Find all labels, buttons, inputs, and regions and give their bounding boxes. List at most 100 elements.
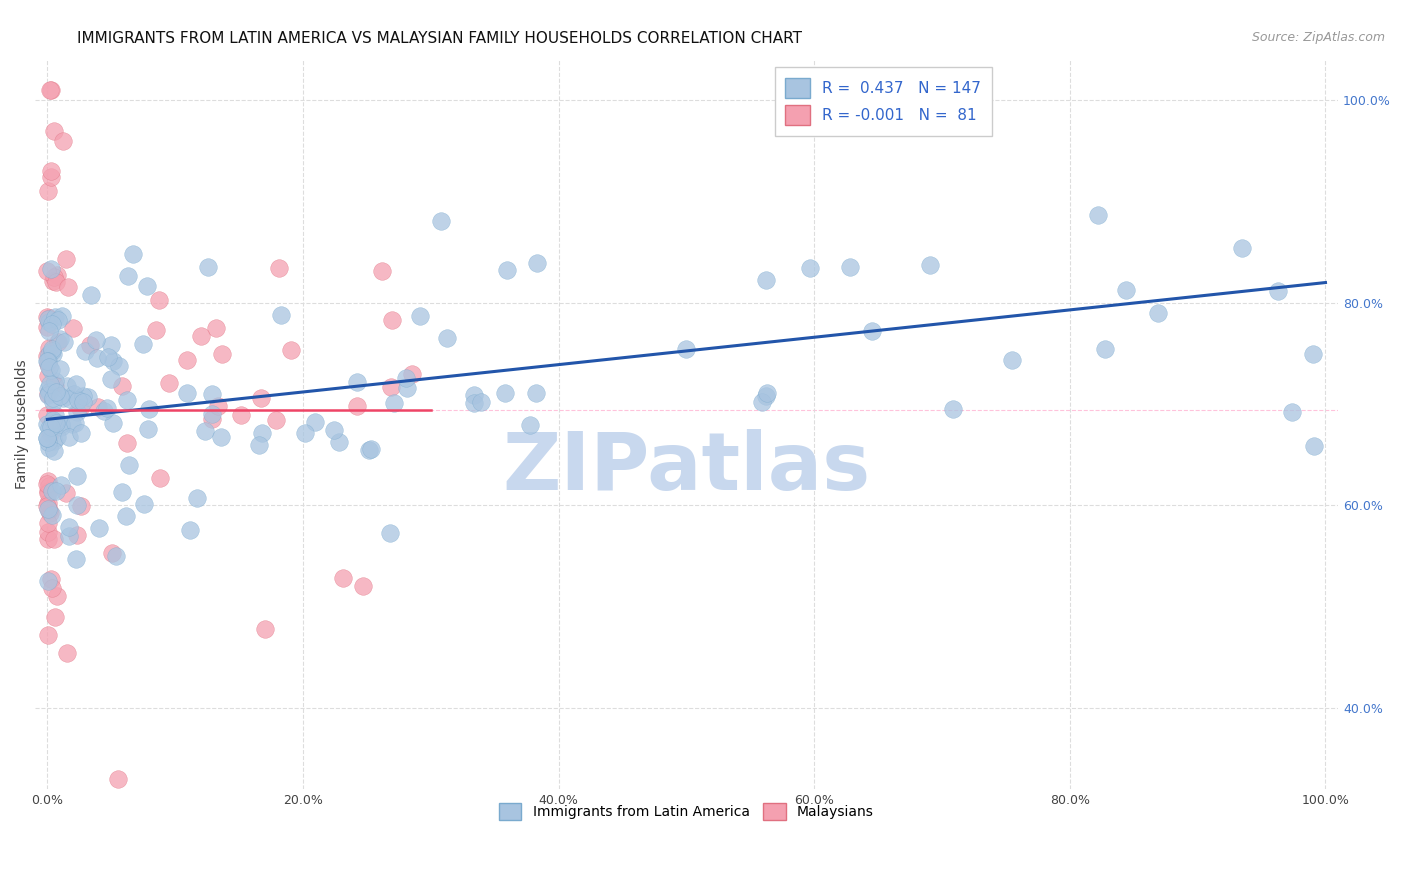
Point xyxy=(37,264,59,278)
Point xyxy=(45,430,67,444)
Point xyxy=(52,134,75,148)
Point xyxy=(270,308,292,322)
Point xyxy=(55,485,77,500)
Point xyxy=(38,385,60,400)
Point xyxy=(46,268,69,282)
Point xyxy=(357,443,380,458)
Point xyxy=(401,368,423,382)
Point xyxy=(67,392,90,407)
Point xyxy=(322,423,344,437)
Point xyxy=(39,262,62,277)
Point xyxy=(1094,343,1116,357)
Point xyxy=(37,350,59,364)
Text: Source: ZipAtlas.com: Source: ZipAtlas.com xyxy=(1251,31,1385,45)
Point xyxy=(44,415,66,429)
Point xyxy=(48,334,70,349)
Point xyxy=(346,400,368,414)
Point xyxy=(65,417,87,431)
Point xyxy=(86,351,108,365)
Point xyxy=(470,395,492,409)
Point xyxy=(839,260,862,274)
Point xyxy=(37,434,59,449)
Point xyxy=(1147,306,1170,320)
Point xyxy=(179,523,201,537)
Point xyxy=(37,485,59,500)
Point xyxy=(72,389,94,403)
Point xyxy=(52,334,75,349)
Point xyxy=(382,395,405,409)
Point xyxy=(37,475,59,489)
Point xyxy=(37,477,59,491)
Text: ZIPatlas: ZIPatlas xyxy=(502,429,870,508)
Point xyxy=(58,529,80,543)
Point xyxy=(200,408,222,422)
Point xyxy=(1230,242,1253,256)
Point xyxy=(70,426,93,441)
Point xyxy=(49,417,72,431)
Point xyxy=(41,343,63,358)
Point xyxy=(44,416,66,430)
Point xyxy=(1115,283,1137,297)
Point xyxy=(197,260,219,274)
Point xyxy=(145,323,167,337)
Point xyxy=(42,123,65,137)
Point xyxy=(37,432,59,446)
Point xyxy=(115,392,138,407)
Point xyxy=(38,359,60,374)
Legend: Immigrants from Latin America, Malaysians: Immigrants from Latin America, Malaysian… xyxy=(494,797,879,826)
Point xyxy=(49,478,72,492)
Point xyxy=(56,379,79,393)
Point xyxy=(346,376,368,390)
Point xyxy=(190,329,212,343)
Point xyxy=(65,528,87,542)
Point xyxy=(39,363,62,377)
Point xyxy=(463,396,485,410)
Point xyxy=(49,361,72,376)
Point xyxy=(41,484,63,499)
Point xyxy=(755,273,778,287)
Point xyxy=(45,417,67,431)
Point xyxy=(37,524,59,539)
Point xyxy=(39,83,62,97)
Point xyxy=(176,386,198,401)
Point xyxy=(97,350,120,364)
Point xyxy=(157,376,180,390)
Point xyxy=(37,319,59,334)
Point xyxy=(1267,284,1289,298)
Point xyxy=(799,261,821,276)
Point xyxy=(751,395,773,409)
Point xyxy=(111,485,134,500)
Point xyxy=(38,441,60,455)
Point xyxy=(756,386,779,401)
Point xyxy=(38,310,60,325)
Point xyxy=(371,264,394,278)
Point xyxy=(79,338,101,352)
Point xyxy=(75,344,97,359)
Point xyxy=(41,342,63,356)
Point xyxy=(495,262,517,277)
Point xyxy=(194,424,217,438)
Point xyxy=(1302,439,1324,453)
Point xyxy=(39,83,62,97)
Point xyxy=(38,324,60,338)
Point xyxy=(37,496,59,510)
Point xyxy=(42,394,65,409)
Point xyxy=(44,610,66,624)
Point xyxy=(38,347,60,361)
Point xyxy=(65,404,87,418)
Point xyxy=(45,384,67,399)
Point xyxy=(39,420,62,434)
Point xyxy=(37,312,59,326)
Point xyxy=(84,333,107,347)
Point xyxy=(44,374,66,388)
Point xyxy=(72,395,94,409)
Point xyxy=(114,509,136,524)
Point xyxy=(1087,208,1109,222)
Point xyxy=(39,164,62,178)
Text: IMMIGRANTS FROM LATIN AMERICA VS MALAYSIAN FAMILY HOUSEHOLDS CORRELATION CHART: IMMIGRANTS FROM LATIN AMERICA VS MALAYSI… xyxy=(77,31,803,46)
Point xyxy=(37,574,59,588)
Point xyxy=(41,317,63,331)
Point xyxy=(176,353,198,368)
Point xyxy=(45,275,67,289)
Point xyxy=(304,415,326,429)
